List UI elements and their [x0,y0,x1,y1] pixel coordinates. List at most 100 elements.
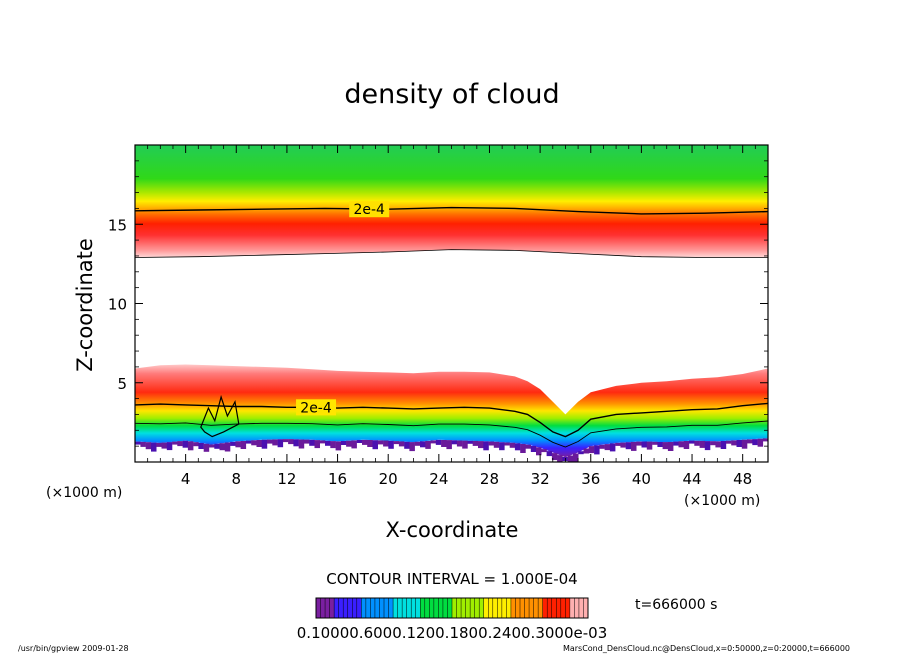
fringe-cell [493,441,500,448]
fringe-cell [536,447,542,456]
colorbar-cell [506,598,512,618]
fringe-cell [314,440,320,449]
colorbar-cell [452,598,457,618]
fringe-cell [140,441,146,447]
fringe-cell [430,440,436,444]
fringe-cell [662,442,669,450]
colorbar-cell [406,598,412,618]
fringe-cell [282,439,289,443]
fringe-cell [546,451,553,457]
colorbar-cell [424,598,430,618]
x-tick-label: 28 [480,470,499,488]
x-tick-label: 4 [181,470,191,488]
fringe-cell [193,442,199,447]
colorbar-cell [547,598,553,618]
colorbar-cell [415,598,421,618]
colorbar-cell [501,598,507,618]
upper-cloud-layer [135,145,768,258]
fringe-cell [325,440,331,446]
fringe-cell [230,441,236,446]
colorbar-cell [556,598,562,618]
x-unit-left-label: (×1000 m) [46,485,122,501]
fringe-cell [488,441,495,446]
x-tick-label: 16 [328,470,347,488]
colorbar-cell [565,598,571,618]
colorbar-cell [356,598,362,618]
x-tick-label: 36 [581,470,600,488]
fringe-cell [625,442,632,450]
fringe-cell [245,440,252,444]
fringe-cell [367,440,373,447]
colorbar-cell [560,598,566,618]
fringe-cell [187,441,194,451]
fringe-cell [261,439,268,449]
fringe-cell [710,441,716,446]
colorbar-cell [551,598,557,618]
fringe-cell [615,442,621,446]
x-tick-label: 44 [682,470,701,488]
fringe-cell [425,440,431,449]
colorbar-cell [574,598,580,618]
fringe-cell [172,441,178,445]
y-tick-label: 5 [117,375,127,393]
y-axis-label: Z-coordinate [73,238,97,372]
contour-interval-label: CONTOUR INTERVAL = 1.000E-04 [326,570,577,588]
fringe-cell [303,439,310,444]
lower-layer-fringe [135,438,768,462]
x-tick-label: 24 [429,470,448,488]
fringe-cell [689,440,695,444]
colorbar-cell [388,598,394,618]
fringe-cell [404,441,410,449]
fringe-cell [747,439,753,444]
fringe-cell [309,439,315,446]
colorbar-cell [538,598,544,618]
colorbar-cell [334,598,340,618]
fringe-cell [557,455,563,462]
chart-title: density of cloud [344,79,559,110]
fringe-cell [631,441,637,451]
fringe-cell [135,441,141,445]
x-axis-label: X-coordinate [386,518,519,542]
x-tick-label: 12 [277,470,296,488]
fringe-cell [156,442,162,447]
upper-contour-line [135,206,768,215]
fringe-cell [240,441,247,449]
colorbar-cell [456,598,462,618]
colorbar-cell [374,598,380,618]
colorbar-cell [524,598,530,618]
fringe-cell [166,442,173,451]
fringe-cell [377,440,384,445]
colorbar-cell [483,598,489,618]
fringe-cell [346,440,352,447]
fringe-cell [441,440,447,447]
colorbar-cell [520,598,525,618]
fringe-cell [652,441,658,445]
fringe-cell [541,449,547,453]
fringe-cell [478,441,484,449]
colorbar-cell [474,598,480,618]
fringe-cell [340,441,347,445]
fringe-cell [446,440,452,450]
fringe-cell [383,440,389,447]
colorbar-cell [533,598,539,618]
colorbar-cell [515,598,521,618]
fringe-cell [409,442,415,452]
fringe-cell [683,441,690,449]
colorbar-cell [497,598,503,618]
fringe-cell [752,439,758,446]
fringe-cell [483,441,489,451]
fringe-cell [356,440,363,443]
upper-layer-edge [135,249,768,258]
fringe-cell [335,441,342,451]
fringe-cell [393,441,400,445]
fringe-cell [467,440,473,444]
fringe-cell [720,441,727,449]
fringe-cell [472,440,479,446]
y-tick-label: 10 [108,296,127,314]
x-tick-label: 20 [379,470,398,488]
fringe-cell [451,440,458,445]
fringe-cell [420,441,426,448]
colorbar-frame [315,597,589,619]
x-tick-label: 48 [733,470,752,488]
